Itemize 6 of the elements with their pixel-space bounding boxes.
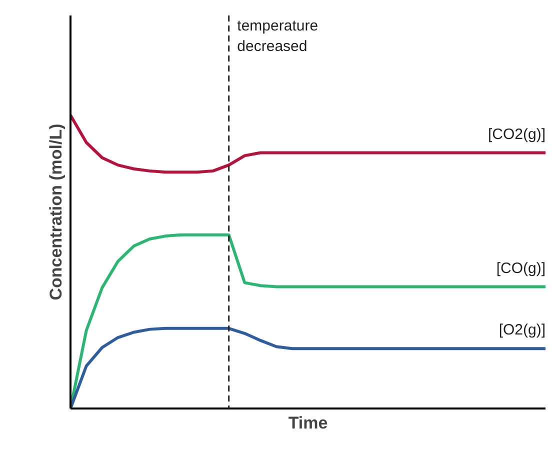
series-label: [CO(g)] xyxy=(496,260,546,277)
text: temperature decreased xyxy=(237,18,318,55)
series-label: [O2(g)] xyxy=(498,322,546,339)
y-axis-title: Concentration (mol/L) xyxy=(46,124,66,300)
series-label: [CO2(g)] xyxy=(488,126,546,143)
x-axis-title: Time xyxy=(288,414,328,432)
